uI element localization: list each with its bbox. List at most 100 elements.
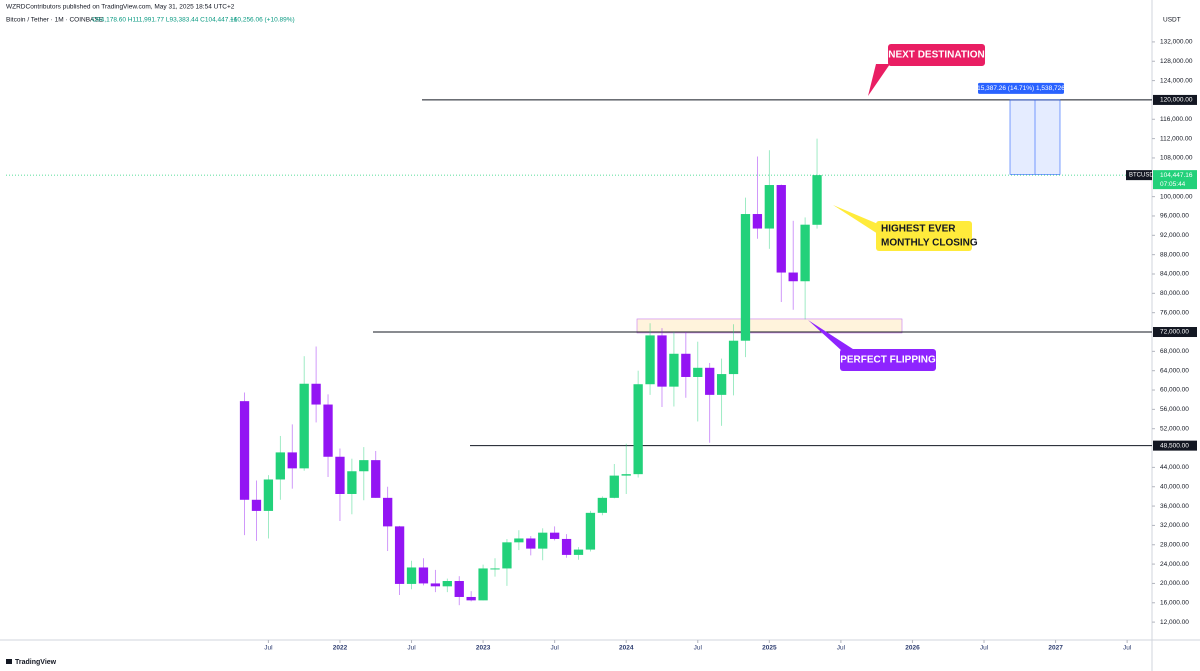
- y-tick-label: 52,000.00: [1160, 425, 1189, 432]
- candle-body: [657, 335, 667, 387]
- candle-body: [478, 568, 488, 601]
- perfect-flipping-pointer: [808, 320, 856, 351]
- y-tick-label: 44,000.00: [1160, 464, 1189, 471]
- candle-body: [788, 272, 798, 282]
- candle-body: [538, 532, 548, 549]
- candle-body: [311, 383, 321, 405]
- candle-body: [585, 512, 596, 550]
- candle-body: [764, 185, 774, 229]
- candle-body: [681, 353, 691, 377]
- candle-body: [740, 214, 751, 341]
- x-tick-label: Jul: [837, 645, 846, 652]
- y-tick-label: 124,000.00: [1160, 77, 1193, 84]
- y-tick-label: 80,000.00: [1160, 290, 1189, 297]
- x-tick-label: 2023: [476, 645, 491, 652]
- y-tick-label: 56,000.00: [1160, 406, 1189, 413]
- x-tick-label: Jul: [980, 645, 989, 652]
- candle-body: [716, 374, 727, 395]
- candle-body: [275, 452, 285, 480]
- candle-body: [347, 471, 357, 494]
- candle-body: [359, 460, 369, 472]
- candle-body: [251, 499, 262, 511]
- highest-close-box: [876, 221, 972, 251]
- price-label: 104,447.16: [1160, 172, 1193, 179]
- candle-body: [466, 596, 476, 601]
- level-tag: [1153, 94, 1197, 105]
- candle-body: [776, 185, 786, 273]
- candle-body: [752, 214, 763, 229]
- highest-close-text: MONTHLY CLOSING: [881, 238, 978, 249]
- countdown-label: 07:05:44: [1160, 181, 1186, 188]
- y-tick-label: 108,000.00: [1160, 155, 1193, 162]
- highest-close-text: HIGHEST EVER: [881, 224, 956, 235]
- candle-body: [371, 460, 381, 498]
- ohlc: O94,178.60 H111,991.77 L93,383.44 C104,4…: [92, 17, 238, 24]
- candle-body: [609, 475, 619, 498]
- price-tag: [1153, 170, 1197, 190]
- x-tick-label: 2022: [333, 645, 348, 652]
- change: +10,256.06 (+10.89%): [230, 17, 295, 24]
- measure-label: 15,387.26 (14.71%) 1,538,726: [977, 85, 1065, 92]
- candle-body: [454, 581, 464, 597]
- x-tick-label: 2027: [1048, 645, 1063, 652]
- x-tick-label: Jul: [1123, 645, 1132, 652]
- y-tick-label: 32,000.00: [1160, 522, 1189, 529]
- y-tick-label: 128,000.00: [1160, 58, 1193, 65]
- y-tick-label: 112,000.00: [1160, 135, 1192, 142]
- candle-body: [383, 497, 393, 527]
- candle-body: [693, 367, 703, 377]
- y-tick-label: 40,000.00: [1160, 483, 1189, 490]
- y-tick-label: 60,000.00: [1160, 387, 1189, 394]
- level-tag: [1153, 440, 1197, 451]
- candle-body: [705, 367, 715, 395]
- level-label: 120,000.00: [1160, 97, 1193, 104]
- currency: USDT: [1163, 17, 1181, 24]
- y-tick-label: 12,000.00: [1160, 619, 1189, 626]
- x-tick-label: Jul: [694, 645, 703, 652]
- y-tick-label: 68,000.00: [1160, 348, 1189, 355]
- next-destination-pointer: [868, 64, 890, 96]
- x-tick-label: 2026: [905, 645, 920, 652]
- next-destination-text: NEXT DESTINATION: [888, 50, 984, 61]
- candle-body: [239, 401, 250, 500]
- y-tick-label: 28,000.00: [1160, 541, 1189, 548]
- symbol-label: BTCUSDT: [1129, 173, 1158, 179]
- candle-body: [800, 224, 810, 282]
- candle-body: [812, 175, 822, 225]
- candle-body: [335, 456, 345, 494]
- candle-body: [633, 384, 643, 475]
- candle-body: [621, 474, 631, 476]
- highest-close-pointer: [833, 205, 878, 234]
- x-tick-label: 2024: [619, 645, 634, 652]
- measure-tag: [978, 82, 1064, 94]
- perfect-flipping-box: [840, 349, 936, 371]
- candle-body: [645, 335, 655, 385]
- candle-body: [526, 538, 536, 549]
- candle-body: [442, 581, 452, 587]
- support-zone: [636, 318, 903, 334]
- y-tick-label: 20,000.00: [1160, 580, 1189, 587]
- level-label: 48,500.00: [1160, 442, 1189, 449]
- x-tick-label: Jul: [407, 645, 416, 652]
- candle-body: [406, 567, 417, 584]
- brand-logo: TradingView: [6, 659, 57, 666]
- next-destination-box: [888, 44, 985, 66]
- symbol-tag: [1126, 170, 1152, 181]
- x-tick-label: Jul: [550, 645, 559, 652]
- y-tick-label: 64,000.00: [1160, 367, 1189, 374]
- symbol: Bitcoin / Tether · 1M · COINBASE: [6, 17, 104, 24]
- candle-body: [430, 583, 441, 587]
- brand: TradingView: [15, 659, 57, 666]
- y-tick-label: 100,000.00: [1160, 193, 1193, 200]
- y-tick-label: 92,000.00: [1160, 232, 1189, 239]
- candle-body: [418, 567, 429, 584]
- level-label: 72,000.00: [1160, 329, 1189, 336]
- y-tick-label: 96,000.00: [1160, 213, 1189, 220]
- publisher: WZRDContributors published on TradingVie…: [6, 4, 235, 11]
- candle-body: [287, 452, 297, 469]
- candle-body: [394, 526, 405, 584]
- x-tick-label: 2025: [762, 645, 777, 652]
- candle-body: [514, 538, 524, 543]
